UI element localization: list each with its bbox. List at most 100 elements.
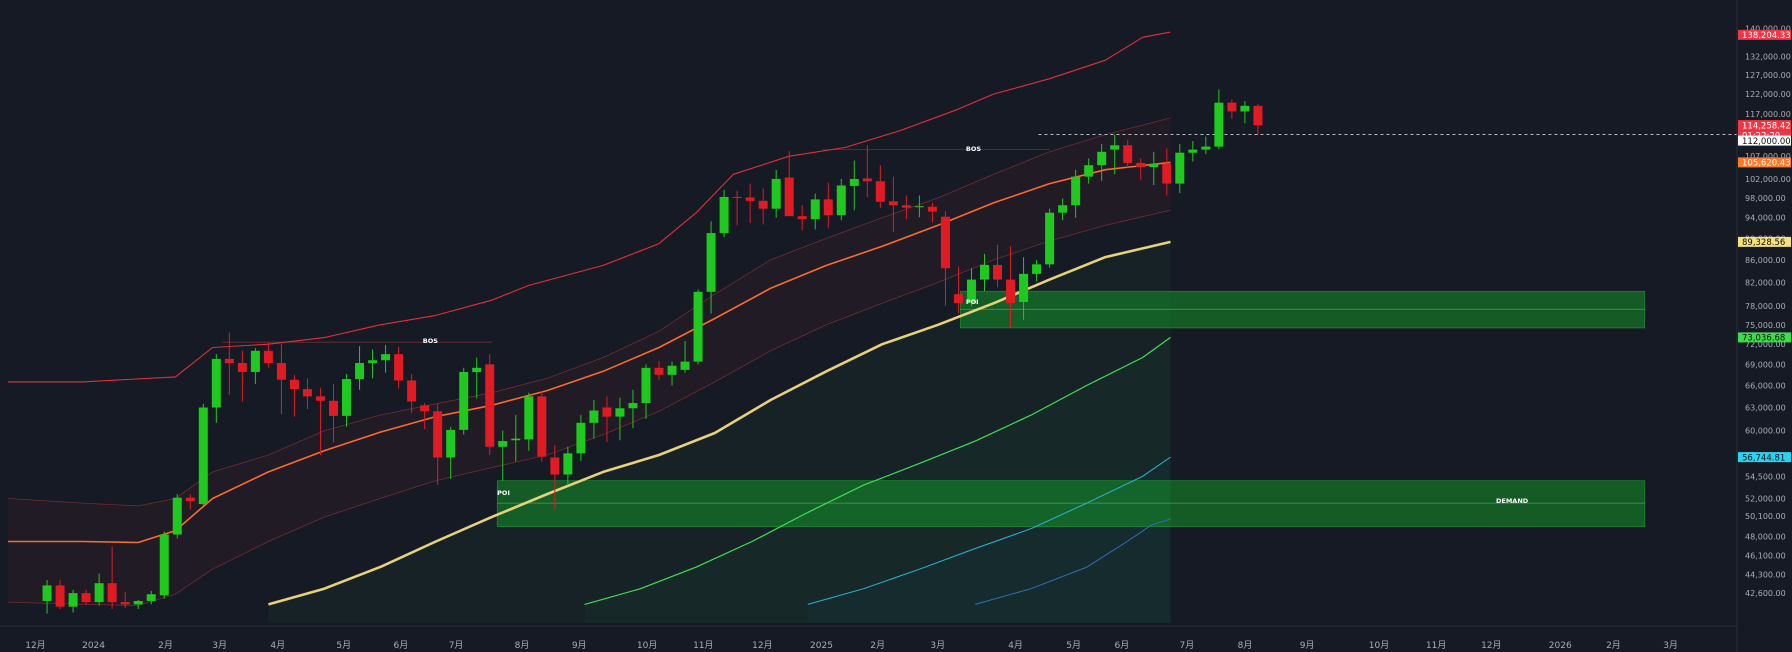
candle-body	[1071, 176, 1081, 206]
ma-cyan-line	[807, 456, 1171, 605]
x-tick-label: 2026	[1549, 641, 1572, 651]
y-tick-label: 66,000.00	[1745, 381, 1786, 390]
candle-body	[485, 364, 495, 447]
price-tag-label: 114,258.42	[1742, 121, 1791, 131]
annotation-bos: BOS	[423, 337, 438, 345]
x-tick-label: 8月	[1238, 640, 1253, 651]
candle-body	[875, 181, 885, 202]
y-tick-label: 72,000.00	[1745, 340, 1786, 349]
candle-body	[237, 362, 247, 372]
candle-body	[263, 350, 273, 363]
candle-body	[1019, 273, 1029, 302]
x-tick-label: 4月	[1008, 640, 1023, 651]
y-tick-label: 127,000.00	[1745, 71, 1791, 80]
x-tick-label: 2月	[870, 640, 885, 651]
x-tick-label: 4月	[270, 640, 285, 651]
candle-body	[185, 497, 195, 502]
candle-body	[276, 362, 286, 380]
candle-body	[940, 216, 950, 269]
candle-body	[511, 438, 521, 441]
candle-body	[446, 429, 456, 458]
candle-body	[472, 367, 482, 372]
candle-body	[133, 600, 143, 605]
candle-body	[433, 411, 443, 458]
price-tag-label: 112,000.00	[1742, 137, 1791, 147]
candle-body	[120, 602, 130, 605]
candle-body	[615, 408, 625, 417]
ma-fill-green	[268, 241, 1171, 623]
candle-body	[888, 201, 898, 206]
y-tick-label: 82,000.00	[1745, 278, 1786, 287]
x-tick-label: 2月	[1606, 640, 1621, 651]
annotation-poi: POI	[966, 298, 979, 306]
candle-body	[1253, 105, 1263, 126]
candle-body	[146, 594, 156, 601]
y-tick-label: 86,000.00	[1745, 256, 1786, 265]
candle-body	[823, 199, 833, 216]
candle-body	[381, 354, 391, 361]
y-tick-label: 75,000.00	[1745, 321, 1786, 330]
candle-body	[836, 185, 846, 216]
x-tick-label: 2025	[810, 641, 833, 651]
price-tag-box	[1738, 29, 1791, 40]
price-tag: 114,258.42	[1738, 120, 1791, 131]
price-tag-label: 138,204.33	[1742, 31, 1791, 41]
y-tick-label: 117,000.00	[1745, 110, 1791, 119]
candle-body	[602, 407, 612, 417]
candle-body	[42, 585, 52, 601]
candle-body	[289, 379, 299, 390]
y-tick-label: 102,000.00	[1745, 175, 1791, 184]
x-tick-label: 10月	[637, 640, 657, 651]
annotation-bos: BOS	[966, 145, 981, 153]
candle-body	[563, 453, 573, 475]
candle-body	[953, 294, 963, 304]
candle-body	[1084, 165, 1094, 177]
candle-body	[980, 264, 989, 280]
candle-body	[198, 407, 208, 505]
price-tag-label: 89,328.56	[1742, 238, 1785, 248]
y-tick-label: 122,000.00	[1745, 90, 1791, 99]
candle-body	[329, 400, 338, 416]
price-tag: 89,328.56	[1738, 236, 1791, 248]
candle-body	[1032, 264, 1042, 274]
y-tick-label: 78,000.00	[1745, 302, 1786, 311]
price-tag-label: 73,036.68	[1742, 334, 1785, 344]
band-inner-lower-line	[7, 209, 1171, 606]
candle-body	[1058, 205, 1068, 213]
candle-body	[576, 422, 586, 454]
band-inner-upper-line	[7, 117, 1171, 507]
candle-body	[1162, 163, 1172, 184]
y-tick-label: 140,000.00	[1745, 25, 1791, 34]
zone-demand	[496, 480, 1646, 528]
y-tick-label: 42,600.00	[1745, 589, 1786, 598]
price-tag: 138,204.33	[1738, 29, 1791, 41]
x-tick-label: 9月	[1300, 640, 1315, 651]
price-tag-box	[1738, 120, 1791, 131]
candle-body	[94, 583, 104, 603]
candle-body	[1214, 102, 1224, 147]
candle-body	[1097, 151, 1107, 166]
candle-body	[1240, 105, 1250, 112]
x-tick-label: 12月	[1481, 640, 1501, 651]
candle-body	[628, 403, 638, 409]
candle-body	[1201, 146, 1211, 150]
candle-body	[81, 593, 91, 603]
price-tag-box	[1738, 135, 1791, 146]
candle-body	[355, 362, 365, 380]
x-tick-label: 7月	[449, 640, 464, 651]
zone-poi	[960, 290, 1646, 329]
x-tick-label: 8月	[515, 640, 530, 651]
candle-body	[1123, 145, 1133, 163]
y-tick-label: 48,000.00	[1745, 533, 1786, 542]
x-tick-label: 3月	[212, 640, 227, 651]
price-tag: 56,744.81	[1738, 452, 1791, 463]
candle-body	[1149, 163, 1159, 168]
candle-body	[641, 367, 651, 404]
candle-body	[550, 457, 560, 475]
candle-body	[1136, 162, 1146, 168]
x-tick-label: 3月	[1663, 640, 1678, 651]
candle-body	[68, 593, 78, 607]
candle-body	[732, 196, 742, 198]
